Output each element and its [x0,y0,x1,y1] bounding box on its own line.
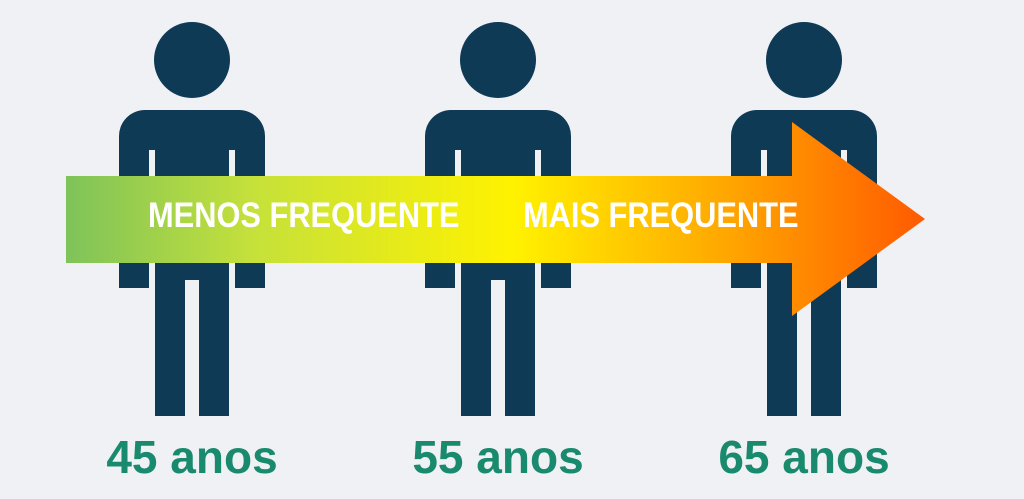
age-label-55: 55 anos [412,431,584,483]
age-label-45: 45 anos [106,431,278,483]
age-label-65: 65 anos [718,431,890,483]
less-frequent-label: MENOS FREQUENTE [148,196,460,235]
more-frequent-label: MAIS FREQUENTE [523,196,799,235]
